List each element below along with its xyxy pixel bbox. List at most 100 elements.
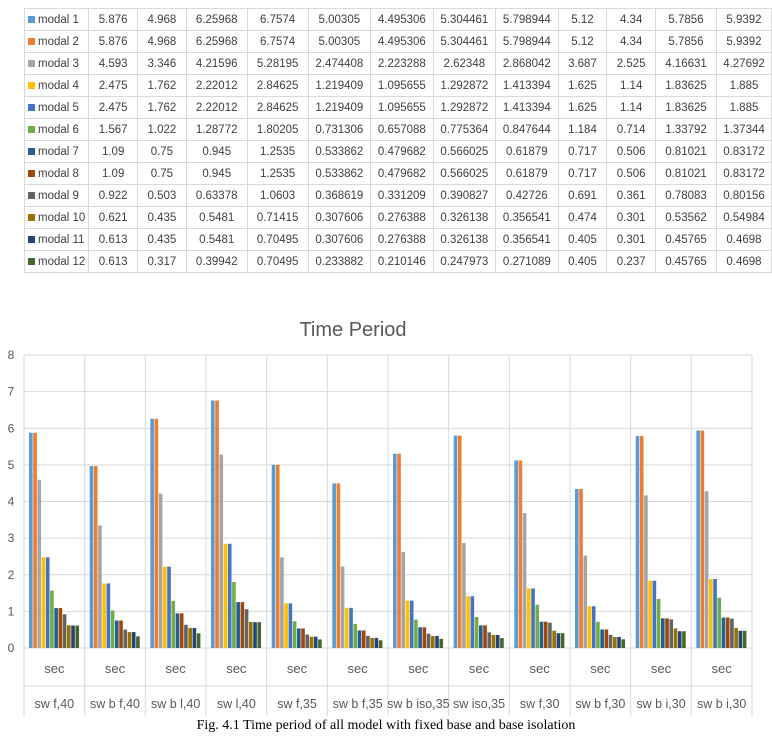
table-cell: 5.798944 [495, 30, 559, 53]
table-cell: 0.691 [557, 184, 608, 207]
bar [54, 608, 58, 648]
table-cell: 0.5481 [185, 228, 248, 251]
table-cell: 1.292872 [432, 74, 497, 97]
bar [479, 625, 483, 648]
y-tick-label: 2 [8, 568, 15, 582]
table-cell: 2.475 [88, 74, 139, 97]
table-cell: 6.25968 [185, 8, 248, 31]
x-sub-label: sec [226, 661, 247, 676]
table-cell: 0.847644 [495, 118, 559, 141]
table-cell: 5.00305 [307, 8, 372, 31]
table-cell: 0.81021 [655, 162, 717, 185]
bar [244, 609, 249, 648]
table-cell: 0.45765 [655, 228, 717, 251]
bar [236, 602, 240, 648]
bar [453, 435, 458, 648]
series-label: modal 9 [23, 184, 90, 207]
bar [393, 453, 397, 648]
bar [673, 628, 678, 648]
legend-swatch [28, 235, 35, 243]
table-cell: 5.7856 [655, 30, 717, 53]
table-cell: 2.525 [606, 52, 657, 75]
table-cell: 5.00305 [307, 30, 372, 53]
table-cell: 0.533862 [307, 140, 372, 163]
table-cell: 0.533862 [307, 162, 372, 185]
bar [349, 607, 353, 648]
table-cell: 0.326138 [432, 206, 497, 229]
legend-swatch [28, 59, 35, 67]
table-cell: 0.53562 [655, 206, 717, 229]
bar [721, 617, 726, 648]
table-cell: 5.9392 [715, 8, 772, 31]
table-cell: 0.356541 [495, 206, 559, 229]
table-cell: 0.75 [137, 162, 187, 185]
table-cell: 0.731306 [307, 118, 372, 141]
bar [604, 629, 609, 648]
legend-swatch [28, 81, 35, 89]
table-cell: 3.687 [557, 52, 608, 75]
table-cell: 4.593 [88, 52, 139, 75]
table-cell: 0.276388 [370, 228, 434, 251]
table-cell: 1.413394 [495, 74, 559, 97]
table-cell: 0.71415 [246, 206, 309, 229]
bar [131, 632, 136, 648]
table-cell: 0.4698 [715, 228, 772, 251]
bar [418, 627, 422, 648]
bar [98, 525, 102, 648]
series-label: modal 12 [23, 250, 90, 273]
series-label: modal 7 [23, 140, 90, 163]
table-cell: 4.21596 [185, 52, 248, 75]
table-cell: 1.14 [606, 96, 657, 119]
bar [600, 629, 604, 648]
table-cell: 0.42726 [495, 184, 559, 207]
bar [696, 430, 700, 648]
table-cell: 0.479682 [370, 140, 434, 163]
table-cell: 0.331209 [370, 184, 434, 207]
x-category-label: sw iso,35 [453, 697, 505, 711]
table-cell: 0.271089 [495, 250, 559, 273]
table-cell: 0.75 [137, 140, 187, 163]
bar [661, 618, 665, 648]
series-label: modal 2 [23, 30, 90, 53]
table-row: modal 3 4.593 3.346 4.21596 5.28195 2.474408 2… [23, 52, 772, 75]
table-cell: 2.223288 [370, 52, 434, 75]
table-cell: 1.625 [557, 74, 608, 97]
table-cell: 1.219409 [307, 74, 372, 97]
bar [154, 418, 159, 648]
bar [439, 638, 444, 648]
series-label: modal 1 [23, 8, 90, 31]
table-cell: 1.09 [88, 162, 139, 185]
series-name: modal 7 [38, 145, 79, 158]
bar [409, 600, 414, 648]
bar [232, 581, 236, 648]
table-row: modal 8 1.09 0.75 0.945 1.2535 0.533862 0.4796… [23, 162, 772, 185]
bar [332, 483, 336, 648]
table-cell: 0.276388 [370, 206, 434, 229]
bar [33, 432, 37, 648]
bar [89, 466, 94, 648]
table-row: modal 9 0.922 0.503 0.63378 1.0603 0.368619 0.… [23, 184, 772, 207]
table-cell: 0.83172 [715, 162, 772, 185]
bar [309, 636, 314, 648]
table-cell: 4.495306 [370, 8, 434, 31]
table-cell: 4.34 [606, 30, 657, 53]
table-cell: 1.33792 [655, 118, 717, 141]
table-cell: 1.80205 [246, 118, 309, 141]
table-cell: 0.657088 [370, 118, 434, 141]
table-cell: 0.4698 [715, 250, 772, 273]
series-label: modal 3 [23, 52, 90, 75]
bar [414, 619, 418, 648]
bar [288, 603, 293, 648]
table-cell: 5.9392 [715, 30, 772, 53]
table-cell: 0.361 [606, 184, 657, 207]
table-cell: 2.22012 [185, 74, 248, 97]
bar [635, 436, 640, 648]
table-cell: 1.095655 [370, 96, 434, 119]
table-cell: 0.714 [606, 118, 657, 141]
bar [175, 613, 180, 648]
table-cell: 1.219409 [307, 96, 372, 119]
legend-swatch [28, 125, 35, 133]
table-cell: 5.876 [88, 30, 139, 53]
bar [271, 464, 276, 648]
bar [725, 617, 730, 648]
